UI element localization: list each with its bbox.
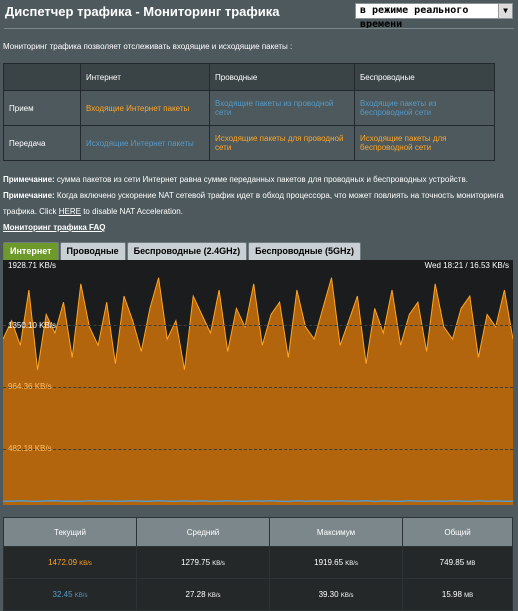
y-label-25: 482.18 KB/s <box>8 444 52 453</box>
matrix-cell-wireless-in[interactable]: Входящие пакеты из беспроводной сети <box>354 90 495 126</box>
y-label-75: 1350.10 KB/s <box>8 321 57 330</box>
stats-tx-current: 32.45 KB/s <box>2 578 138 611</box>
matrix-cell-internet-in[interactable]: Входящие Интернет пакеты <box>80 90 210 126</box>
stats-unit: KB/s <box>340 593 354 599</box>
traffic-graph-svg <box>3 277 513 505</box>
graph-timestamp: Wed 18:21 / 16.53 KB/s <box>424 261 509 270</box>
nat-here-link[interactable]: HERE <box>58 207 81 216</box>
stats-value: 1279.75 <box>181 558 211 567</box>
stats-header-current: Текущий <box>2 517 138 547</box>
matrix-row-label: Передача <box>3 125 81 161</box>
stats-value: 749.85 <box>439 558 465 567</box>
traffic-matrix-table: Интернет Проводные Беспроводные Прием Вх… <box>3 63 495 161</box>
grid-line <box>3 325 513 327</box>
note-label: Примечание: <box>3 175 55 184</box>
stats-rx-current: 1472.09 KB/s <box>2 546 138 579</box>
stats-unit: MB <box>464 593 474 599</box>
note-label: Примечание: <box>3 191 55 200</box>
stats-unit: KB/s <box>74 593 88 599</box>
note-1: Примечание: сумма пакетов из сети Интерн… <box>3 172 513 188</box>
stats-tx-average: 27.28 KB/s <box>136 578 271 611</box>
tab-wireless-24[interactable]: Беспроводные (2.4GHz) <box>126 242 248 260</box>
header-divider <box>4 28 514 29</box>
stats-unit: KB/s <box>79 561 92 567</box>
note-text: сумма пакетов из сети Интернет равна сум… <box>54 175 468 184</box>
grid-line <box>3 449 513 451</box>
matrix-row-receive: Прием Входящие Интернет пакеты Входящие … <box>3 90 495 126</box>
matrix-header-wireless: Беспроводные <box>354 63 495 91</box>
stats-unit: KB/s <box>212 561 225 567</box>
stats-header-total: Общий <box>402 517 513 547</box>
stats-value: 27.28 <box>185 590 206 599</box>
y-label-max: 1928.71 KB/s <box>8 261 57 270</box>
stats-tx-total: 15.98 MB <box>402 578 513 611</box>
note-text: to disable NAT Acceleration. <box>80 207 183 216</box>
stats-rx-total: 749.85 MB <box>402 546 513 579</box>
matrix-cell-internet-out[interactable]: Исходящие Интернет пакеты <box>80 125 210 161</box>
tab-wired[interactable]: Проводные <box>59 242 126 260</box>
mode-select[interactable]: в режиме реального времени ▼ <box>355 3 513 30</box>
tab-bar: Интернет Проводные Беспроводные (2.4GHz) Бе… <box>3 242 362 260</box>
stats-value: 39.30 <box>318 590 339 599</box>
page-header: Диспетчер трафика - Мониторинг трафика в… <box>0 0 518 30</box>
matrix-cell-wireless-out[interactable]: Исходящие пакеты для беспроводной сети <box>354 125 495 161</box>
tab-wireless-5[interactable]: Беспроводные (5GHz) <box>248 242 362 260</box>
note-text: Когда включено ускорение NAT сетевой тра… <box>3 191 504 216</box>
y-label-50: 964.36 KB/s <box>8 382 52 391</box>
traffic-graph: 1928.71 KB/s 1350.10 KB/s 964.36 KB/s 48… <box>3 260 513 505</box>
tab-internet[interactable]: Интернет <box>3 242 59 260</box>
matrix-header-wired: Проводные <box>209 63 355 91</box>
matrix-row-transmit: Передача Исходящие Интернет пакеты Исход… <box>3 125 495 161</box>
intro-text: Мониторинг трафика позволяет отслеживать… <box>3 42 293 51</box>
matrix-row-label: Прием <box>3 90 81 126</box>
stats-value: 1472.09 <box>48 558 78 567</box>
notes: Примечание: сумма пакетов из сети Интерн… <box>3 172 513 236</box>
matrix-cell-wired-out[interactable]: Исходящие пакеты для проводной сети <box>209 125 355 161</box>
page-title: Диспетчер трафика - Мониторинг трафика <box>5 4 280 19</box>
stats-value: 1919.65 <box>314 558 344 567</box>
stats-rx-max: 1919.65 KB/s <box>269 546 404 579</box>
grid-line <box>3 387 513 389</box>
stats-row-tx: 32.45 KB/s 27.28 KB/s 39.30 KB/s 15.98 M… <box>2 578 513 611</box>
matrix-cell-wired-in[interactable]: Входящие пакеты из проводной сети <box>209 90 355 126</box>
stats-header-max: Максимум <box>269 517 404 547</box>
stats-table: Текущий Средний Максимум Общий 1472.09 K… <box>2 517 513 611</box>
tx-line <box>3 499 513 503</box>
matrix-header-internet: Интернет <box>80 63 210 91</box>
faq-link[interactable]: Мониторинг трафика FAQ <box>3 223 106 232</box>
rx-line <box>3 277 513 370</box>
stats-header-average: Средний <box>136 517 271 547</box>
note-2: Примечание: Когда включено ускорение NAT… <box>3 188 513 220</box>
rx-area <box>3 277 513 505</box>
stats-rx-average: 1279.75 KB/s <box>136 546 271 579</box>
stats-value: 32.45 <box>52 590 73 599</box>
stats-unit: KB/s <box>207 593 221 599</box>
stats-unit: MB <box>466 561 476 567</box>
chevron-down-icon[interactable]: ▼ <box>498 4 512 18</box>
stats-value: 15.98 <box>441 590 462 599</box>
stats-unit: KB/s <box>345 561 358 567</box>
matrix-header-empty <box>3 63 81 91</box>
stats-tx-max: 39.30 KB/s <box>269 578 404 611</box>
mode-select-value: в режиме реального времени <box>360 5 469 30</box>
stats-row-rx: 1472.09 KB/s 1279.75 KB/s 1919.65 KB/s 7… <box>2 546 513 579</box>
